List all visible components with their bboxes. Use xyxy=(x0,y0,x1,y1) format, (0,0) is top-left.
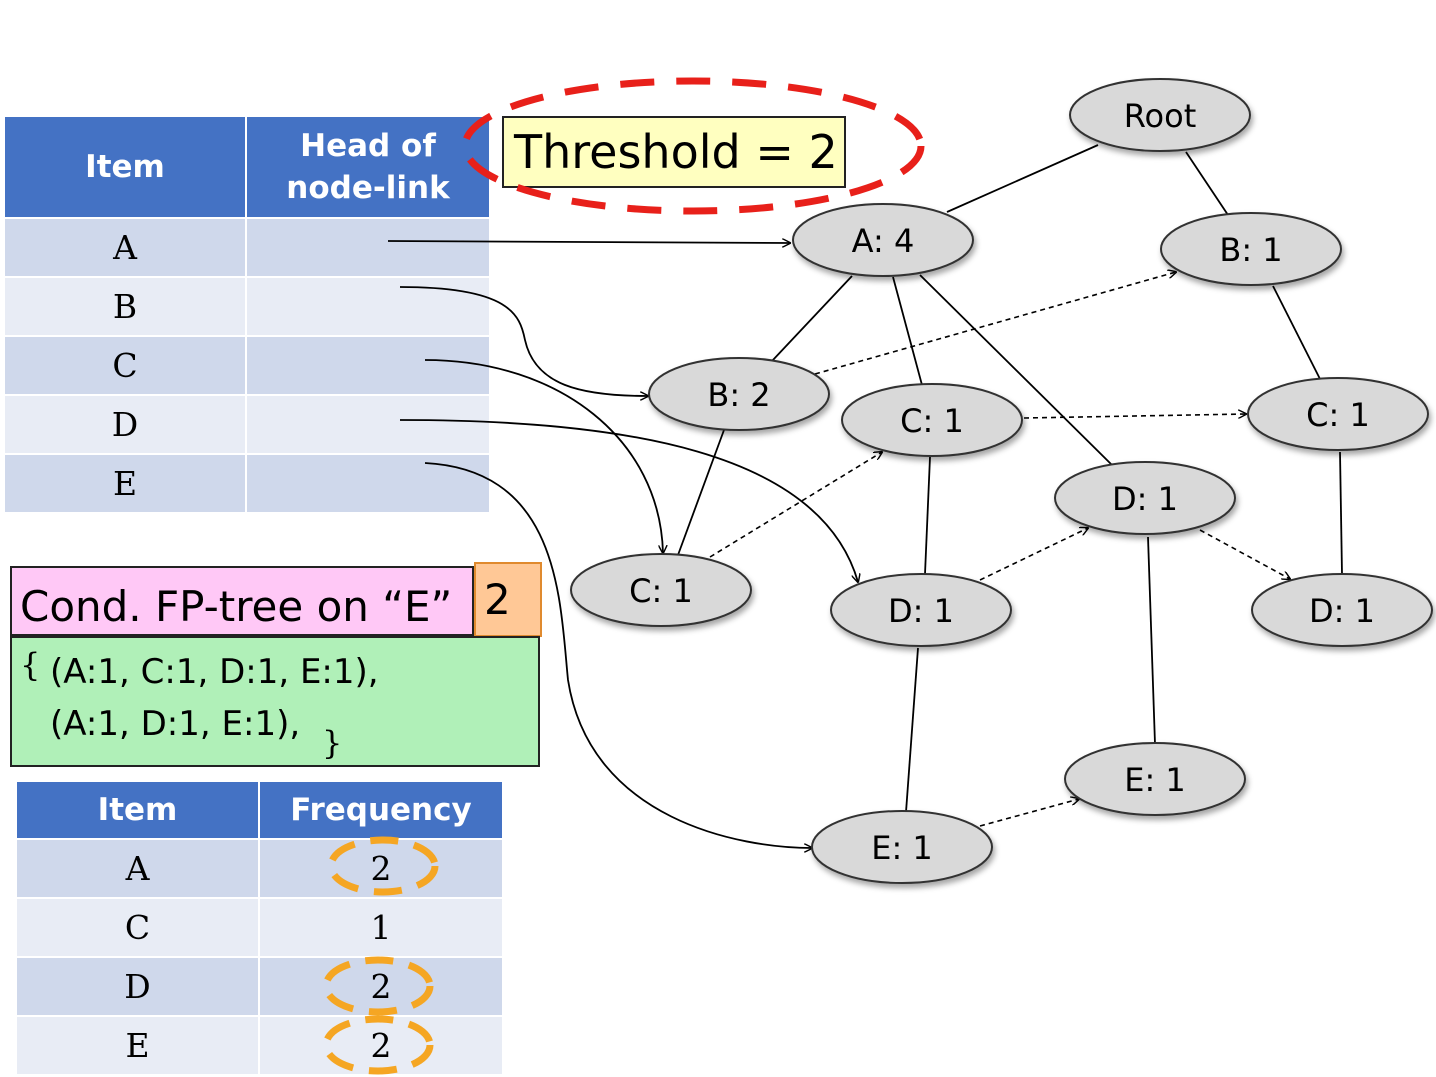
node-d1rr-label: D: 1 xyxy=(1309,592,1375,630)
node-link-d xyxy=(399,419,858,582)
edge-a4-d1r xyxy=(919,274,1113,466)
header-row-link-cell xyxy=(245,217,491,278)
header-row-link-cell xyxy=(245,335,491,396)
header-row-link-cell xyxy=(245,453,491,514)
node-c1m-label: C: 1 xyxy=(900,402,964,440)
node-root-shape xyxy=(1069,78,1251,152)
close-brace: } xyxy=(322,724,343,762)
node-b2-label: B: 2 xyxy=(707,376,770,414)
node-e1m-shape xyxy=(811,810,993,884)
header-table: Item Head of node-link A B C D E xyxy=(3,115,491,514)
edge-b2-c1l xyxy=(677,429,725,556)
node-a4-shape xyxy=(792,203,974,277)
freq-row-value: 1 xyxy=(258,897,504,958)
header-row-link-cell xyxy=(245,394,491,455)
node-b1-shape xyxy=(1160,212,1342,286)
edge-root-a4 xyxy=(946,144,1099,213)
freq-row-item: C xyxy=(15,897,260,958)
node-d1m-shape xyxy=(830,573,1012,647)
edge-d1m-e1m xyxy=(905,647,919,813)
node-link-c xyxy=(424,359,663,553)
edge-c1m-d1m xyxy=(924,456,931,575)
node-link-e xyxy=(424,462,812,848)
node-d1m-label: D: 1 xyxy=(888,592,954,630)
chain-c-2 xyxy=(1023,414,1246,419)
node-link-a xyxy=(387,241,790,243)
edge-c1r-d1rr xyxy=(1339,451,1343,575)
header-col-item: Item xyxy=(3,115,247,219)
node-e1m-label: E: 1 xyxy=(871,829,933,867)
header-row-item: B xyxy=(3,276,247,337)
cond-fp-tree-patterns: { (A:1, C:1, D:1, E:1), (A:1, D:1, E:1),… xyxy=(10,636,540,767)
freq-highlight-a xyxy=(327,836,439,896)
header-col-node-link-line1: Head of xyxy=(300,128,436,164)
chain-d-2 xyxy=(1199,529,1290,579)
node-e1r-label: E: 1 xyxy=(1124,761,1186,799)
node-root-label: Root xyxy=(1124,97,1197,135)
node-link-b xyxy=(399,286,648,396)
header-row-item: A xyxy=(3,217,247,278)
chain-e xyxy=(979,799,1079,827)
threshold-label: Threshold = 2 xyxy=(502,116,846,188)
freq-col-item: Item xyxy=(15,780,260,840)
node-c1r-label: C: 1 xyxy=(1306,396,1370,434)
freq-col-frequency: Frequency xyxy=(258,780,504,840)
node-c1m-shape xyxy=(841,383,1023,457)
node-c1r-shape xyxy=(1247,377,1429,451)
header-row-link-cell xyxy=(245,276,491,337)
chain-b xyxy=(814,272,1176,375)
header-col-node-link: Head of node-link xyxy=(245,115,491,219)
node-d1rr-shape xyxy=(1251,573,1433,647)
pattern-line-1: (A:1, C:1, D:1, E:1), xyxy=(50,652,379,692)
header-row-item: C xyxy=(3,335,247,396)
freq-row-value: 2 xyxy=(258,956,504,1017)
edge-b1-c1r xyxy=(1272,285,1321,380)
node-b2-shape xyxy=(648,357,830,431)
node-b1-label: B: 1 xyxy=(1219,231,1282,269)
freq-row-item: D xyxy=(15,956,260,1017)
header-row-item: E xyxy=(3,453,247,514)
node-a4-label: A: 4 xyxy=(852,222,915,260)
node-d1r-label: D: 1 xyxy=(1112,480,1178,518)
freq-row-item: E xyxy=(15,1015,260,1076)
chain-d-1 xyxy=(979,528,1088,581)
node-e1r-shape xyxy=(1064,742,1246,816)
edge-a4-b2 xyxy=(771,275,853,362)
header-col-node-link-line2: node-link xyxy=(286,170,450,206)
pattern-line-2: (A:1, D:1, E:1), xyxy=(50,704,301,744)
freq-highlight-e xyxy=(322,1015,434,1075)
edge-root-b1 xyxy=(1185,151,1229,216)
freq-row-item: A xyxy=(15,838,260,899)
chain-c-1 xyxy=(709,452,882,558)
freq-row-value: 2 xyxy=(258,1015,504,1076)
node-c1l-label: C: 1 xyxy=(629,572,693,610)
freq-highlight-d xyxy=(322,956,434,1016)
header-row-item: D xyxy=(3,394,247,455)
threshold-dashed-ellipse xyxy=(461,77,925,215)
edge-d1r-e1r xyxy=(1147,536,1156,745)
node-c1l-shape xyxy=(570,553,752,627)
cond-fp-tree-title: Cond. FP-tree on “E” xyxy=(10,566,474,636)
edge-a4-c1m xyxy=(892,276,923,386)
open-brace: { xyxy=(20,646,41,684)
node-d1r-shape xyxy=(1054,461,1236,535)
